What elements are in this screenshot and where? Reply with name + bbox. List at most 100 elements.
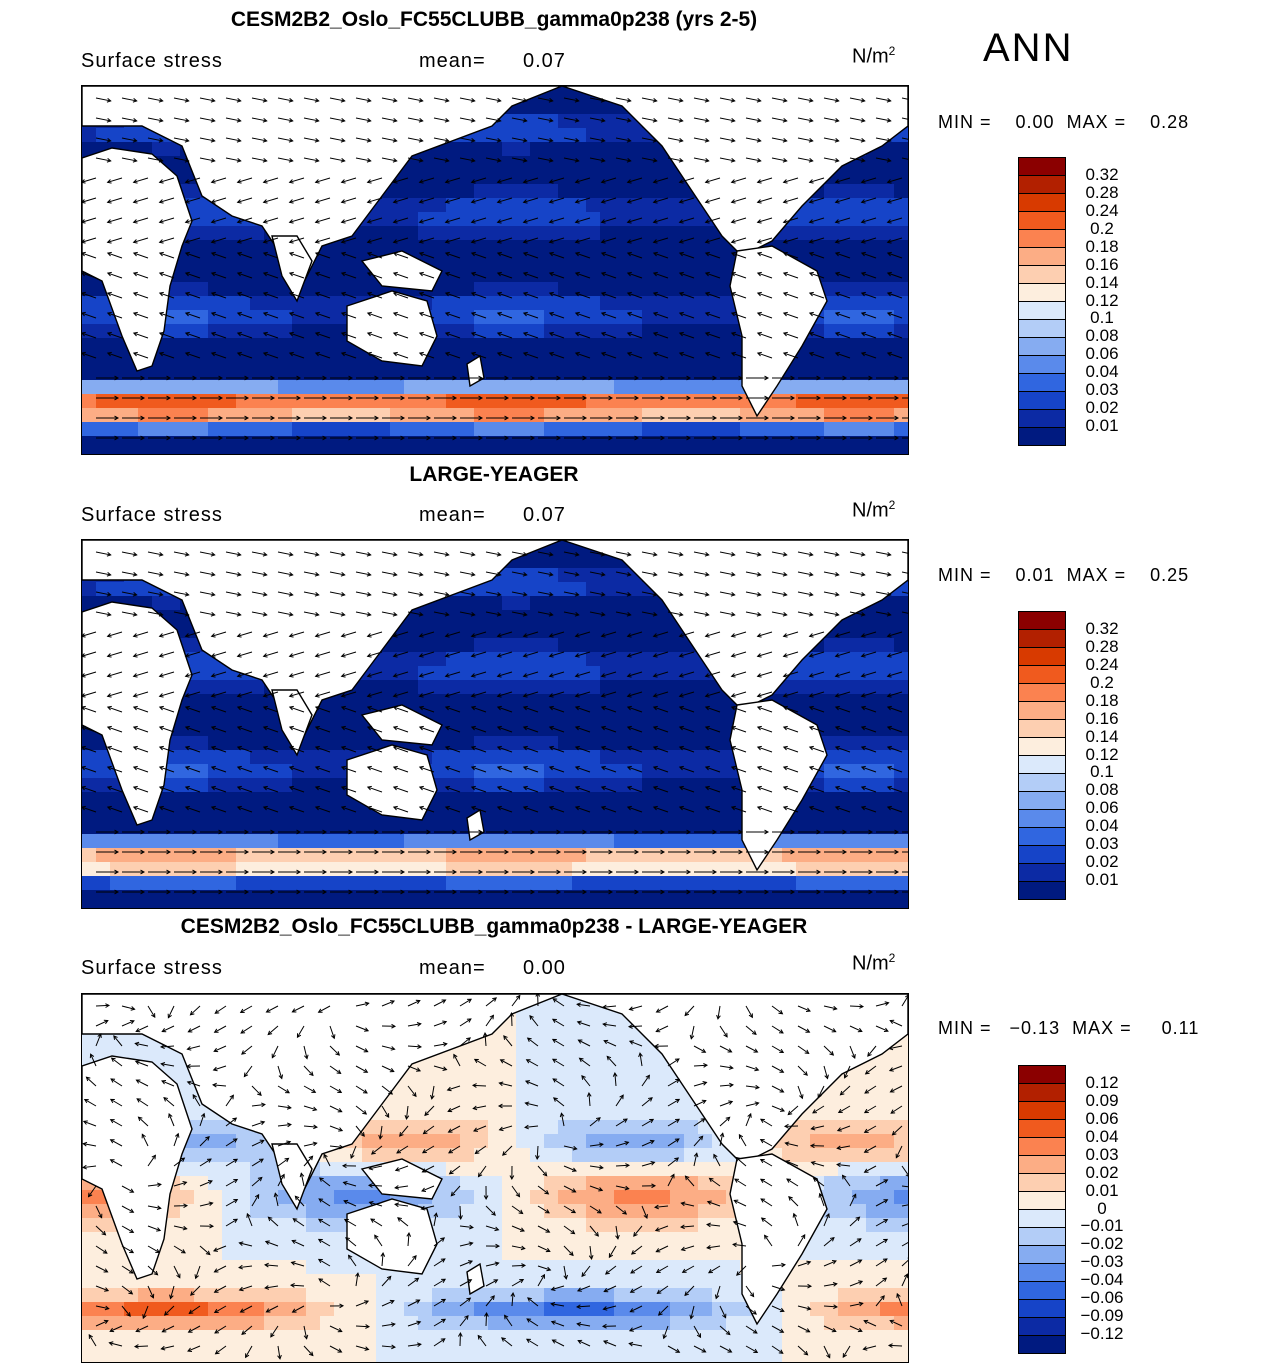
field-cell [740,422,755,437]
colorbar-tick-label: 0.03 [1085,380,1119,400]
field-cell [362,680,377,695]
wind-stress-arrow [887,691,903,697]
field-cell [684,324,699,339]
field-cell [502,394,517,409]
wind-stress-arrowhead [470,591,476,597]
wind-stress-arrow [459,611,475,616]
wind-stress-arrowhead [600,331,606,337]
wind-stress-arrowhead [366,331,372,337]
wind-stress-arrowhead [366,291,372,297]
field-cell [586,750,601,765]
field-cell [726,408,741,423]
wind-stress-arrowhead [730,591,736,597]
wind-stress-arrowhead [626,705,632,711]
wind-stress-arrow [679,237,695,243]
field-cell [698,848,713,863]
wind-stress-arrowhead [82,239,86,244]
field-cell [124,820,139,835]
field-cell [446,450,461,454]
wind-stress-arrow [159,252,175,259]
wind-stress-arrowhead [686,395,692,401]
wind-stress-arrow [835,651,851,657]
wind-stress-arrow [641,551,657,556]
wind-stress-arrow [355,117,371,122]
field-cell [586,254,601,269]
field-cell [152,820,167,835]
field-cell [208,834,223,849]
field-cell [642,624,657,639]
field-cell [250,834,265,849]
wind-stress-arrowhead [652,219,658,224]
field-cell [824,736,839,751]
wind-stress-arrow [289,177,305,183]
field-cell [264,806,279,821]
wind-stress-arrow [315,671,331,677]
field-cell [586,862,601,877]
field-cell [544,310,559,325]
field-cell [446,680,461,695]
wind-stress-arrowhead [366,239,372,244]
wind-stress-arrow [849,571,865,576]
field-cell [838,624,853,639]
wind-stress-arrowhead [582,415,588,421]
wind-stress-arrow [289,272,305,279]
field-cell [502,778,517,793]
field-cell [96,324,111,339]
wind-stress-arrow [835,217,851,223]
field-cell [138,904,153,908]
field-cell [586,722,601,737]
field-cell [460,254,475,269]
field-cell [264,352,279,367]
wind-stress-arrowhead [262,251,268,257]
wind-stress-arrowhead [860,673,866,678]
wind-stress-arrowhead [236,271,242,277]
field-cell [586,380,601,395]
field-cell [166,862,181,877]
field-cell [418,680,433,695]
wind-stress-arrow [237,631,253,637]
field-cell [278,778,293,793]
wind-stress-arrowhead [106,673,112,678]
field-cell [488,904,503,908]
field-cell [138,128,153,143]
field-cell [166,610,181,625]
wind-stress-arrowhead [600,633,606,638]
field-cell [684,422,699,437]
field-cell [852,226,867,241]
wind-stress-arrow [82,217,97,223]
field-cell [880,366,895,381]
wind-stress-arrow [185,706,201,713]
field-cell [810,806,825,821]
wind-stress-arrow [471,691,487,697]
field-cell [516,408,531,423]
wind-stress-arrow [133,217,149,223]
wind-stress-arrowhead [600,611,606,617]
panel-1-min-value: 0.00 [1015,112,1055,132]
wind-stress-arrow [809,671,825,677]
field-cell [488,142,503,157]
field-cell [530,680,545,695]
wind-stress-arrowhead [340,97,346,103]
field-cell [222,876,237,891]
wind-stress-arrowhead [132,351,138,357]
wind-stress-arrow [367,651,383,657]
field-cell [250,904,265,908]
wind-stress-arrow [589,97,605,102]
wind-stress-arrowhead [106,199,112,204]
field-cell [600,296,615,311]
wind-stress-arrow [251,157,267,162]
wind-stress-arrow [901,97,908,100]
wind-stress-arrowhead [106,591,112,597]
wind-stress-arrow [575,177,591,183]
field-cell [208,268,223,283]
wind-stress-arrow [419,706,435,713]
field-cell [684,282,699,297]
wind-stress-arrow [849,137,865,142]
field-cell [544,380,559,395]
wind-stress-arrowhead [808,251,814,257]
wind-stress-arrow [653,272,669,279]
field-cell [488,366,503,381]
field-cell [502,904,517,908]
field-cell [390,666,405,681]
field-cell [852,624,867,639]
